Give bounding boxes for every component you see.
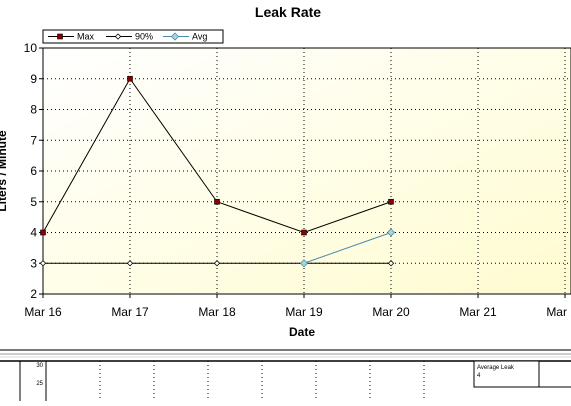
x-tick-label: Mar 22 xyxy=(546,305,571,319)
data-point-avg xyxy=(299,259,309,268)
y-tick-label: 5 xyxy=(30,195,37,209)
data-point-90 xyxy=(126,260,134,267)
secondary-y-tick-top: 30 xyxy=(36,363,43,369)
secondary-gridlines xyxy=(99,361,425,401)
secondary-chart-panel: 30 25 Average Leak 4 xyxy=(0,349,571,401)
secondary-y-tick: 25 xyxy=(36,381,43,387)
info-value: 4 xyxy=(477,373,481,379)
legend-box xyxy=(42,29,224,44)
legend: Max 90% Avg xyxy=(42,29,224,44)
x-tick-label: Mar 18 xyxy=(198,305,236,319)
chart-title: Leak Rate xyxy=(255,4,321,20)
info-box xyxy=(473,360,540,388)
data-point-max xyxy=(40,229,46,236)
x-tick-label: Mar 17 xyxy=(111,305,149,319)
data-point-max xyxy=(388,198,394,205)
y-tick-label: 8 xyxy=(30,103,37,117)
x-tick-label: Mar 19 xyxy=(285,305,323,319)
y-axis-title: Liters / Minute xyxy=(0,130,9,212)
data-point-90 xyxy=(213,260,221,267)
x-tick-label: Mar 21 xyxy=(459,305,497,319)
leak-rate-chart: 2 3 4 5 6 7 8 9 10 Mar 16 Mar 17 Mar 18 Mar 19 Mar 2… xyxy=(0,4,571,339)
legend-label-90: 90% xyxy=(135,32,153,42)
series-markers xyxy=(39,75,396,268)
y-tick-label: 10 xyxy=(24,41,38,55)
data-point-avg xyxy=(386,228,396,237)
legend-marker-max xyxy=(57,33,63,40)
info-label: Average Leak xyxy=(477,365,515,371)
data-point-max xyxy=(127,75,133,82)
legend-marker-90 xyxy=(114,33,122,40)
secondary-chart: 30 25 Average Leak 4 xyxy=(0,349,571,401)
legend-label-avg: Avg xyxy=(192,32,207,42)
x-axis-title: Date xyxy=(289,325,315,339)
data-point-max xyxy=(214,198,220,205)
series-line-avg xyxy=(303,232,392,264)
y-tick-label: 6 xyxy=(30,164,37,178)
legend-label-max: Max xyxy=(77,32,95,42)
data-point-90 xyxy=(387,260,395,267)
x-tick-label: Mar 16 xyxy=(24,305,62,319)
y-tick-label: 4 xyxy=(30,226,37,240)
y-axis: 2 3 4 5 6 7 8 9 10 xyxy=(24,41,43,301)
data-point-90 xyxy=(39,260,47,267)
y-tick-label: 7 xyxy=(30,133,37,147)
y-tick-label: 9 xyxy=(30,72,37,86)
x-tick-label: Mar 20 xyxy=(372,305,410,319)
y-tick-label: 3 xyxy=(30,256,37,270)
y-tick-label: 2 xyxy=(30,287,37,301)
legend-marker-avg xyxy=(170,32,180,41)
x-axis: Mar 16 Mar 17 Mar 18 Mar 19 Mar 20 Mar 21 Mar … xyxy=(24,294,571,319)
data-point-max xyxy=(301,229,307,236)
